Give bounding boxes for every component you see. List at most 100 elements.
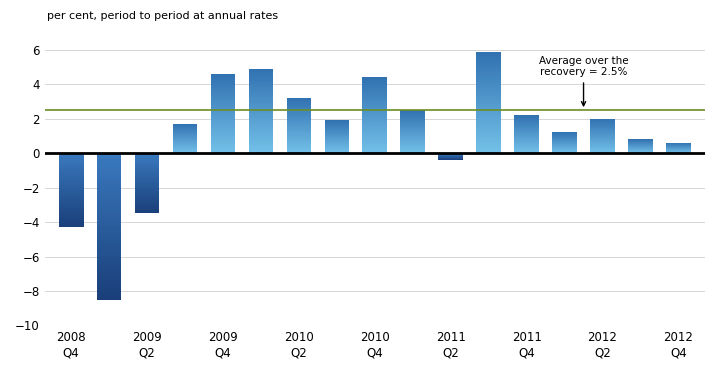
Bar [211,150,235,151]
Bar [287,152,311,153]
Bar [477,62,501,64]
Bar [173,145,197,146]
Bar [248,113,274,114]
Bar [552,132,577,133]
Bar [514,118,539,119]
Bar [248,126,274,128]
Bar [135,186,159,187]
Bar [287,117,311,118]
Bar [135,188,159,189]
Bar [477,58,501,59]
Bar [135,184,159,186]
Bar [514,141,539,142]
Bar [590,120,615,121]
Bar [248,79,274,80]
Bar [173,131,197,132]
Bar [287,149,311,150]
Bar [400,114,425,115]
Bar [287,150,311,151]
Bar [590,132,615,133]
Bar [514,129,539,130]
Bar [362,145,387,147]
Bar [325,120,349,121]
Bar [552,139,577,140]
Bar [248,84,274,86]
Bar [135,172,159,174]
Bar [211,117,235,118]
Bar [325,126,349,127]
Bar [96,203,122,206]
Bar [590,139,615,140]
Bar [362,100,387,102]
Bar [590,129,615,130]
Bar [135,176,159,177]
Bar [362,97,387,99]
Bar [96,253,122,256]
Bar [135,181,159,182]
Bar [173,146,197,147]
Bar [248,119,274,121]
Bar [96,206,122,209]
Bar [248,136,274,138]
Bar [400,132,425,134]
Bar [211,118,235,120]
Bar [514,146,539,147]
Bar [590,134,615,135]
Bar [514,140,539,141]
Bar [59,174,84,175]
Bar [248,104,274,106]
Bar [96,180,122,183]
Bar [477,80,501,82]
Bar [287,108,311,109]
Bar [248,138,274,140]
Bar [325,147,349,148]
Bar [514,149,539,150]
Bar [400,116,425,117]
Bar [287,139,311,140]
Bar [59,226,84,227]
Bar [514,137,539,138]
Bar [59,160,84,162]
Bar [59,208,84,209]
Bar [59,178,84,180]
Bar [96,238,122,241]
Bar [590,122,615,123]
Bar [477,70,501,72]
Bar [362,135,387,137]
Bar [362,132,387,134]
Bar [59,199,84,200]
Bar [96,197,122,200]
Bar [400,140,425,141]
Bar [211,122,235,123]
Bar [514,147,539,148]
Bar [287,116,311,117]
Bar [590,137,615,138]
Bar [362,108,387,109]
Bar [590,124,615,125]
Bar [211,148,235,150]
Bar [362,112,387,114]
Bar [325,137,349,138]
Bar [173,147,197,148]
Bar [362,83,387,85]
Bar [211,95,235,96]
Bar [248,128,274,129]
Bar [248,135,274,136]
Bar [552,141,577,142]
Bar [287,135,311,137]
Bar [59,186,84,187]
Bar [248,76,274,77]
Bar [248,114,274,116]
Bar [211,123,235,125]
Bar [590,150,615,151]
Bar [590,152,615,153]
Bar [400,119,425,120]
Bar [211,91,235,93]
Bar [590,119,615,120]
Bar [362,134,387,135]
Bar [362,151,387,153]
Bar [211,96,235,98]
Bar [248,74,274,76]
Bar [59,156,84,157]
Bar [477,127,501,129]
